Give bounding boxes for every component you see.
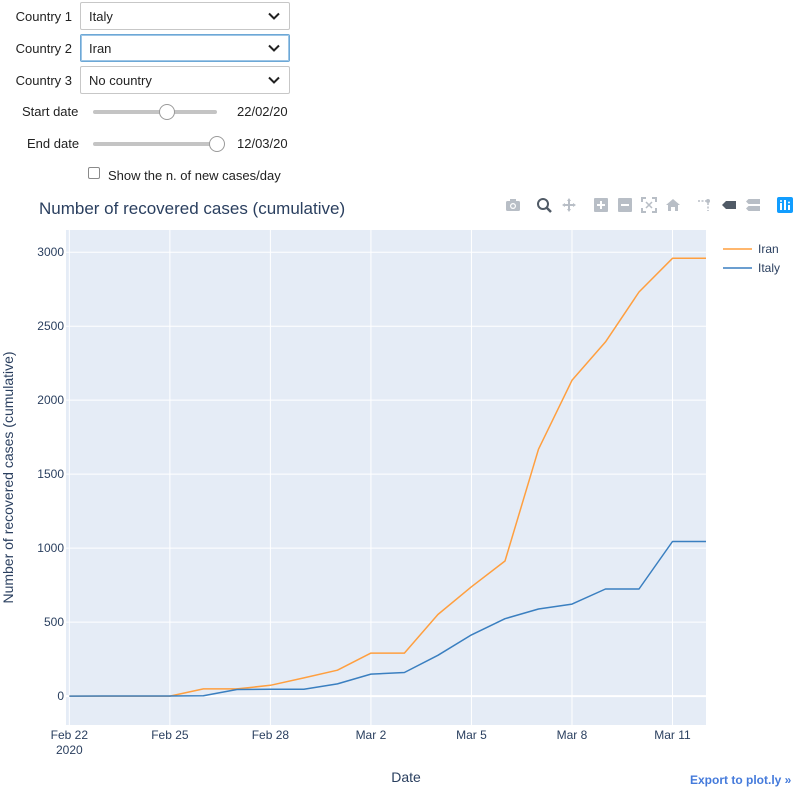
country3-value: No country [89, 72, 152, 88]
y-tick-label: 500 [44, 615, 64, 629]
zoom-out-icon[interactable] [617, 197, 633, 213]
end-date-label: End date [27, 136, 80, 151]
end-date-slider-thumb[interactable] [209, 136, 225, 152]
start-date-label: Start date [22, 104, 79, 119]
y-tick-label: 2500 [37, 319, 64, 333]
end-date-slider-track[interactable] [93, 142, 217, 146]
start-date-slider-thumb[interactable] [159, 104, 176, 120]
country2-label: Country 2 [15, 40, 72, 56]
legend-label-iran: Iran [758, 242, 779, 256]
country2-value: Iran [89, 40, 112, 56]
hover-closest-icon[interactable] [721, 197, 737, 213]
country1-row: Country 1 Italy [0, 2, 290, 30]
country2-row: Country 2 Iran [0, 34, 290, 62]
country1-value: Italy [89, 8, 113, 24]
end-date-value: 12/03/20 [237, 136, 288, 151]
country3-label: Country 3 [15, 72, 72, 88]
country3-select[interactable]: No country [80, 66, 290, 94]
chevron-down-icon [268, 12, 280, 20]
start-date-value: 22/02/20 [237, 104, 288, 119]
new-cases-checkbox-label: Show the n. of new cases/day [108, 168, 281, 183]
y-tick-label: 1500 [37, 467, 64, 481]
modebar [0, 197, 795, 215]
new-cases-checkbox[interactable] [88, 167, 100, 179]
plotly-logo-icon[interactable] [777, 197, 793, 213]
y-tick-label: 1000 [37, 541, 64, 555]
y-tick-label: 2000 [37, 393, 64, 407]
x-tick-label: Mar 11 [654, 728, 691, 742]
legend-label-italy: Italy [758, 261, 780, 275]
reset-axes-icon[interactable] [665, 197, 681, 213]
country1-select[interactable]: Italy [80, 2, 290, 30]
zoom-icon[interactable] [536, 197, 552, 213]
y-axis-title: Number of recovered cases (cumulative) [0, 351, 16, 603]
plot-background [66, 230, 706, 725]
x-tick-label: Mar 5 [456, 728, 487, 742]
y-tick-label: 0 [57, 689, 64, 703]
start-date-slider-track[interactable] [93, 110, 217, 114]
camera-icon[interactable] [505, 197, 521, 213]
x-tick-label: Feb 28 [252, 728, 290, 742]
country2-select[interactable]: Iran [80, 34, 290, 62]
x-axis-title: Date [391, 769, 421, 785]
hover-compare-icon[interactable] [745, 197, 761, 213]
x-tick-label: Mar 8 [557, 728, 588, 742]
x-tick-label: Mar 2 [356, 728, 387, 742]
series-line-iran [69, 257, 706, 697]
x-tick-label: Feb 25 [151, 728, 189, 742]
series-line-italy [69, 540, 706, 697]
x-tick-sublabel: 2020 [56, 743, 83, 757]
country3-row: Country 3 No country [0, 66, 290, 94]
y-tick-label: 3000 [37, 245, 64, 259]
chevron-down-icon [268, 44, 280, 52]
zoom-in-icon[interactable] [593, 197, 609, 213]
export-plotly-link[interactable]: Export to plot.ly » [690, 773, 792, 787]
autoscale-icon[interactable] [641, 197, 657, 213]
spike-lines-icon[interactable] [696, 197, 712, 213]
chevron-down-icon [268, 76, 280, 84]
x-tick-label: Feb 22 [51, 728, 89, 742]
pan-icon[interactable] [561, 197, 577, 213]
country1-label: Country 1 [15, 8, 72, 24]
